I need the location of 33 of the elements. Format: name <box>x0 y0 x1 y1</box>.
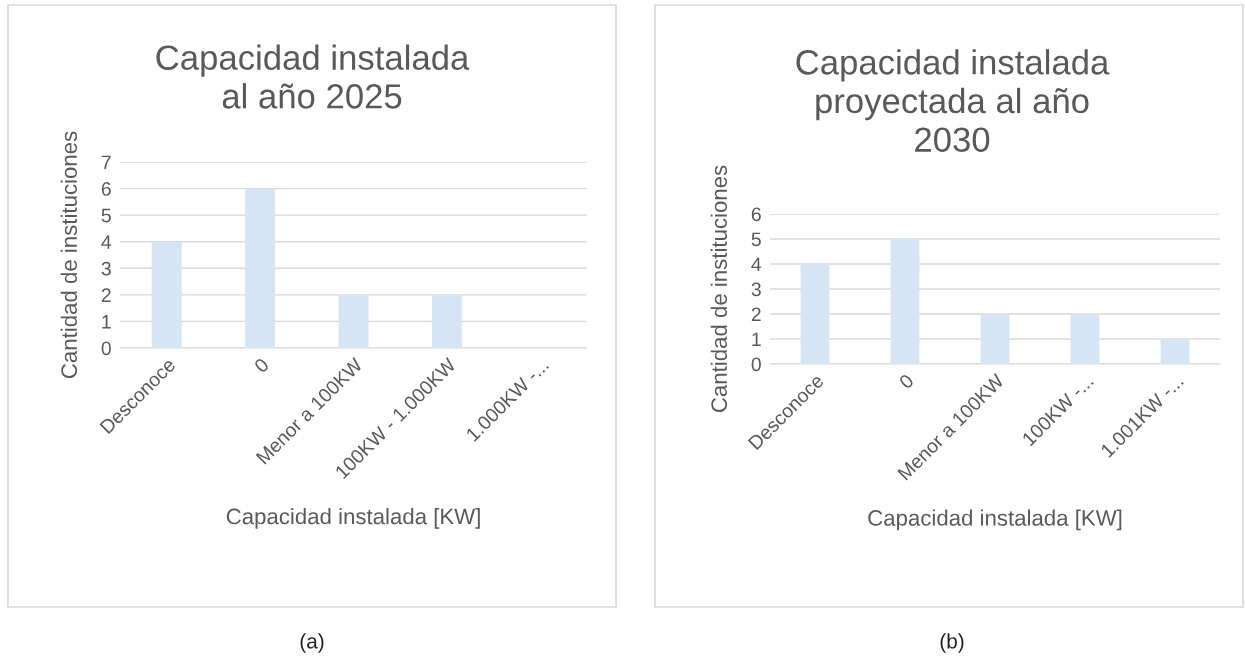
x-axis-title: Capacidad instalada [KW] <box>868 509 1122 531</box>
y-tick-label: 1 <box>102 315 111 329</box>
text: (b) <box>940 633 964 653</box>
bar <box>151 241 182 348</box>
y-tick-label: 2 <box>101 288 111 302</box>
y-tick-label: 6 <box>101 182 111 196</box>
chart-title: Capacidad instalada al año 2025 <box>156 44 470 109</box>
y-tick-label: 4 <box>101 235 112 249</box>
y-axis-title: Cantidad de instituciones <box>60 131 78 379</box>
bar <box>890 239 920 364</box>
y-tick-label: 7 <box>101 155 111 170</box>
y-tick-label: 5 <box>101 208 111 223</box>
bar <box>431 294 462 348</box>
y-axis-title: Cantidad de instituciones <box>710 165 728 413</box>
x-axis-title: Capacidad instalada [KW] <box>226 508 480 529</box>
bar <box>800 264 830 364</box>
y-tick-label: 6 <box>751 207 761 222</box>
y-tick-label: 3 <box>751 282 761 297</box>
y-tick-label: 3 <box>101 261 111 276</box>
y-tick-label: 5 <box>751 232 761 247</box>
bar <box>338 294 369 348</box>
y-tick-label: 0 <box>101 341 111 356</box>
y-tick-label: 2 <box>751 307 761 322</box>
y-tick-label: 1 <box>752 332 761 347</box>
bar <box>1160 339 1190 364</box>
chart-title: Capacidad instalada proyectada al año 2030 <box>796 49 1110 152</box>
bar <box>1070 314 1100 364</box>
text: (a) <box>300 633 324 653</box>
x-tick-label: 0 <box>898 373 915 390</box>
x-tick-label: 0 <box>253 357 270 374</box>
bar <box>245 188 276 348</box>
bar <box>980 314 1010 364</box>
y-tick-label: 4 <box>751 257 762 272</box>
